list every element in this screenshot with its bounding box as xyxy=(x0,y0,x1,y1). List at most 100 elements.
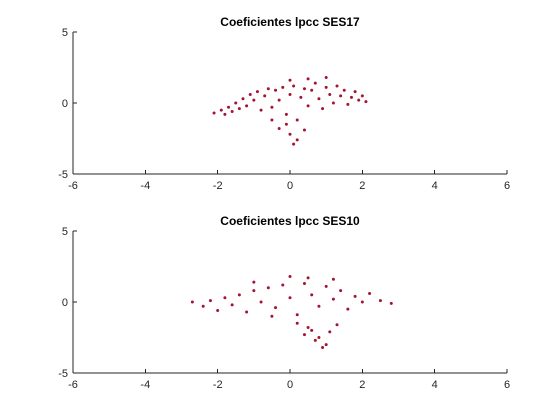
chart-title: Coeficientes lpcc SES10 xyxy=(220,214,360,228)
scatter-point xyxy=(324,85,328,89)
scatter-point xyxy=(281,85,285,89)
scatter-point xyxy=(324,343,328,347)
scatter-point xyxy=(288,92,292,96)
scatter-point xyxy=(331,101,335,105)
x-tick-label: 0 xyxy=(287,180,293,192)
scatter-point xyxy=(321,107,325,111)
scatter-point xyxy=(317,336,321,339)
x-tick-label: 2 xyxy=(359,379,365,391)
scatter-point xyxy=(274,88,278,92)
scatter-point xyxy=(288,274,292,278)
scatter-point xyxy=(306,104,310,108)
scatter-point xyxy=(313,81,317,85)
scatter-point xyxy=(295,118,299,122)
scatter-point xyxy=(223,296,227,300)
scatter-point xyxy=(288,78,292,82)
scatter-point xyxy=(335,84,339,88)
scatter-point xyxy=(190,300,194,304)
scatter-point xyxy=(324,284,328,288)
subplot-1: Coeficientes lpcc SES17 -6 -4 -2 0 2 4 6… xyxy=(58,15,510,192)
scatter-point xyxy=(237,293,241,297)
scatter-point xyxy=(357,98,361,102)
scatter-point xyxy=(245,104,249,108)
chart-title: Coeficientes lpcc SES17 xyxy=(220,15,360,29)
scatter-point xyxy=(270,118,274,122)
scatter-point xyxy=(223,112,227,116)
scatter-point xyxy=(277,127,281,131)
scatter-point xyxy=(266,87,270,91)
scatter-point xyxy=(230,110,234,114)
x-tick-label: -4 xyxy=(140,180,150,192)
scatter-point xyxy=(270,105,274,109)
plot-area-2 xyxy=(72,230,508,374)
scatter-point xyxy=(346,102,350,106)
scatter-point xyxy=(245,310,249,314)
x-tick-label: -2 xyxy=(213,180,223,192)
scatter-point xyxy=(230,303,234,307)
scatter-point xyxy=(302,87,306,91)
scatter-point xyxy=(378,299,382,303)
scatter-point xyxy=(295,313,299,317)
scatter-point xyxy=(270,314,274,318)
scatter-point xyxy=(331,297,335,301)
scatter-point xyxy=(252,98,256,102)
scatter-point xyxy=(284,122,288,126)
scatter-point xyxy=(288,132,292,136)
y-tick-label: 0 xyxy=(62,98,68,110)
scatter-point xyxy=(299,95,303,99)
scatter-point xyxy=(310,293,314,297)
y-tick-label: 5 xyxy=(62,226,68,238)
scatter-point xyxy=(321,345,325,349)
scatter-point xyxy=(201,304,205,308)
scatter-point xyxy=(324,75,328,79)
plot-area-1 xyxy=(72,31,508,175)
scatter-point xyxy=(342,88,346,92)
scatter-point xyxy=(248,92,252,96)
y-tick-label: -5 xyxy=(58,368,68,380)
scatter-point xyxy=(208,299,212,303)
scatter-point xyxy=(212,111,216,115)
y-tick-labels-1: -5 0 5 xyxy=(58,27,68,181)
scatter-point xyxy=(302,282,306,286)
scatter-point xyxy=(234,101,238,105)
scatter-point xyxy=(266,286,270,290)
scatter-point xyxy=(237,107,241,111)
scatter-point xyxy=(331,277,335,281)
scatter-point xyxy=(216,309,220,313)
scatter-point xyxy=(317,304,321,308)
scatter-point xyxy=(252,280,256,284)
scatter-point xyxy=(349,95,353,99)
scatter-point xyxy=(295,321,299,325)
scatter-point xyxy=(252,289,256,293)
x-tick-label: 4 xyxy=(432,379,438,391)
x-tick-label: 6 xyxy=(504,180,510,192)
scatter-point xyxy=(339,289,343,293)
scatter-point xyxy=(364,100,368,104)
scatter-point xyxy=(368,291,372,295)
subplot-2: Coeficientes lpcc SES10 -6 -4 -2 0 2 4 6… xyxy=(58,214,510,391)
scatter-point xyxy=(313,338,317,342)
x-tick-label: 2 xyxy=(359,180,365,192)
x-tick-label: 6 xyxy=(504,379,510,391)
scatter-point xyxy=(288,296,292,300)
x-tick-label: 4 xyxy=(432,180,438,192)
scatter-point xyxy=(274,306,278,310)
scatter-point xyxy=(306,326,310,330)
scatter-point xyxy=(292,142,296,146)
x-tick-label: -6 xyxy=(68,180,78,192)
scatter-point xyxy=(360,300,364,304)
x-tick-label: -2 xyxy=(213,379,223,391)
scatter-point xyxy=(317,97,321,101)
scatter-point xyxy=(259,300,263,304)
scatter-point xyxy=(339,94,343,98)
scatter-point xyxy=(302,128,306,132)
x-tick-label: -6 xyxy=(68,379,78,391)
scatter-point xyxy=(281,283,285,287)
y-tick-label: -5 xyxy=(58,169,68,181)
scatter-point xyxy=(306,276,310,280)
scatter-point xyxy=(346,307,350,311)
x-tick-label: 0 xyxy=(287,379,293,391)
x-tick-labels-2: -6 -4 -2 0 2 4 6 xyxy=(68,379,510,391)
scatter-point xyxy=(292,84,296,88)
